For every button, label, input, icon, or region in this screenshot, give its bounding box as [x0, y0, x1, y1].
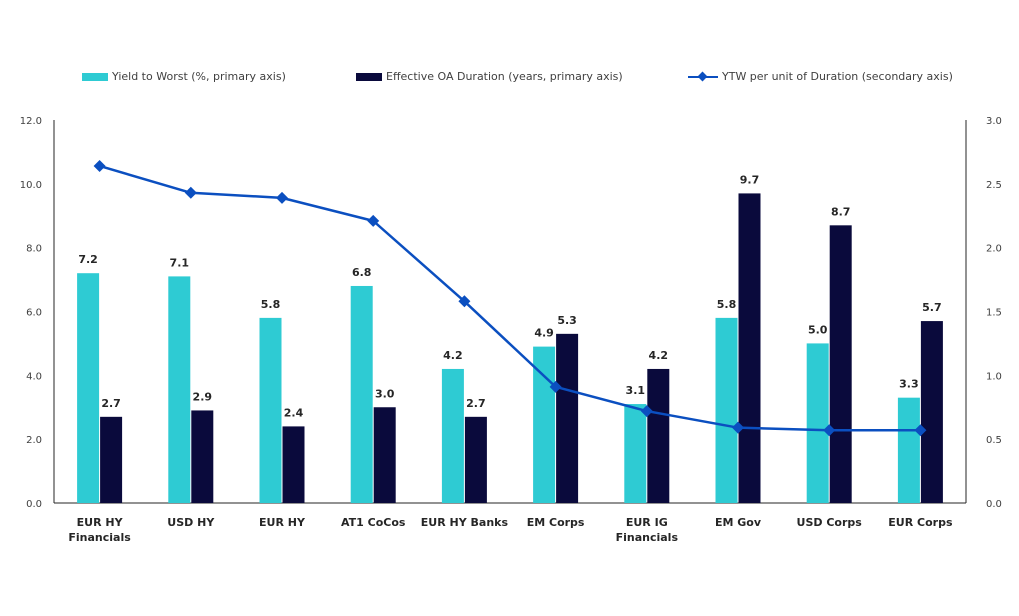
- bar-yield-to-worst: [715, 317, 738, 503]
- bar-duration: [647, 368, 670, 503]
- bar-yield-to-worst: [533, 346, 556, 503]
- data-label-yield-to-worst: 5.8: [717, 298, 737, 311]
- data-label-duration: 2.7: [466, 397, 486, 410]
- bar-yield-to-worst: [350, 285, 373, 503]
- y-tick-label: 10.0: [20, 180, 42, 191]
- data-label-duration: 5.7: [922, 301, 942, 314]
- data-label-duration: 8.7: [831, 205, 851, 218]
- data-label-yield-to-worst: 5.8: [261, 298, 281, 311]
- category-label: EUR HY: [259, 516, 306, 529]
- category-label: EUR HY: [77, 516, 124, 529]
- legend-swatch-yield-to-worst: [82, 72, 108, 81]
- data-label-yield-to-worst: 4.2: [443, 349, 463, 362]
- marker-ytw-per-duration: [276, 191, 288, 204]
- legend-swatch-ytw-per-duration: [688, 71, 718, 82]
- bar-duration: [282, 426, 305, 503]
- legend-item-ytw-per-duration: YTW per unit of Duration (secondary axis…: [688, 70, 953, 83]
- y-tick-label: 6.0: [26, 308, 42, 319]
- category-label: EM Gov: [715, 516, 762, 529]
- marker-ytw-per-duration: [732, 421, 744, 434]
- category-label: EUR HY Banks: [421, 516, 509, 529]
- category-label: EM Corps: [527, 516, 585, 529]
- marker-ytw-per-duration: [184, 186, 197, 199]
- legend-label-ytw-per-duration: YTW per unit of Duration (secondary axis…: [722, 70, 953, 83]
- y-tick-label: 8.0: [26, 244, 42, 255]
- y2-tick-label: 1.0: [986, 371, 1002, 382]
- bar-duration: [920, 321, 943, 503]
- data-label-duration: 4.2: [649, 349, 669, 362]
- y2-tick-label: 0.0: [986, 499, 1002, 510]
- bar-yield-to-worst: [168, 276, 191, 503]
- bar-duration: [373, 407, 396, 503]
- bar-duration: [738, 193, 761, 504]
- marker-ytw-per-duration: [549, 380, 562, 393]
- y-tick-label: 12.0: [20, 116, 42, 127]
- bar-yield-to-worst: [77, 273, 100, 503]
- marker-ytw-per-duration: [640, 405, 653, 418]
- y2-tick-label: 2.5: [986, 180, 1002, 191]
- y-tick-label: 4.0: [26, 371, 42, 382]
- legend-item-duration: Effective OA Duration (years, primary ax…: [356, 70, 623, 83]
- category-label: USD Corps: [797, 516, 863, 529]
- marker-ytw-per-duration: [914, 424, 927, 437]
- y2-tick-label: 0.5: [986, 435, 1002, 446]
- data-label-duration: 5.3: [557, 314, 577, 327]
- data-label-yield-to-worst: 3.1: [626, 384, 646, 397]
- data-label-duration: 9.7: [740, 173, 760, 186]
- bar-yield-to-worst: [624, 404, 647, 503]
- line-ytw-per-duration: [99, 164, 921, 432]
- legend-item-yield-to-worst: Yield to Worst (%, primary axis): [82, 70, 286, 83]
- bar-yield-to-worst: [441, 368, 464, 503]
- data-label-duration: 2.7: [101, 397, 121, 410]
- bar-duration: [829, 225, 852, 503]
- data-label-yield-to-worst: 7.1: [170, 256, 190, 269]
- bar-yield-to-worst: [897, 397, 920, 503]
- data-label-duration: 2.4: [284, 406, 304, 419]
- marker-ytw-per-duration: [367, 214, 380, 227]
- category-label: EUR Corps: [888, 516, 953, 529]
- y-tick-label: 2.0: [26, 435, 42, 446]
- data-label-duration: 3.0: [375, 387, 395, 400]
- category-label: Financials: [616, 531, 679, 544]
- marker-ytw-per-duration: [93, 159, 106, 172]
- y2-tick-label: 2.0: [986, 244, 1002, 255]
- chart-legend: Yield to Worst (%, primary axis) Effecti…: [0, 70, 1019, 86]
- data-label-yield-to-worst: 7.2: [78, 253, 98, 266]
- bar-duration: [556, 333, 579, 503]
- bar-duration: [100, 416, 123, 503]
- data-label-yield-to-worst: 4.9: [534, 327, 554, 340]
- y2-tick-label: 1.5: [986, 308, 1002, 319]
- bar-duration: [464, 416, 487, 503]
- bar-yield-to-worst: [806, 343, 829, 503]
- bar-yield-to-worst: [259, 317, 282, 503]
- marker-ytw-per-duration: [458, 295, 471, 308]
- category-label: Financials: [68, 531, 131, 544]
- legend-label-duration: Effective OA Duration (years, primary ax…: [386, 70, 623, 83]
- y-tick-label: 0.0: [26, 499, 42, 510]
- data-label-yield-to-worst: 6.8: [352, 266, 372, 279]
- category-label: AT1 CoCos: [341, 516, 406, 529]
- legend-label-yield-to-worst: Yield to Worst (%, primary axis): [112, 70, 286, 83]
- category-label: USD HY: [167, 516, 215, 529]
- data-label-yield-to-worst: 5.0: [808, 323, 828, 336]
- category-label: EUR IG: [626, 516, 668, 529]
- marker-ytw-per-duration: [823, 424, 836, 437]
- data-label-yield-to-worst: 3.3: [899, 378, 919, 391]
- bar-duration: [191, 410, 214, 503]
- legend-swatch-duration: [356, 72, 382, 81]
- y2-tick-label: 3.0: [986, 116, 1002, 127]
- data-label-duration: 2.9: [193, 390, 213, 403]
